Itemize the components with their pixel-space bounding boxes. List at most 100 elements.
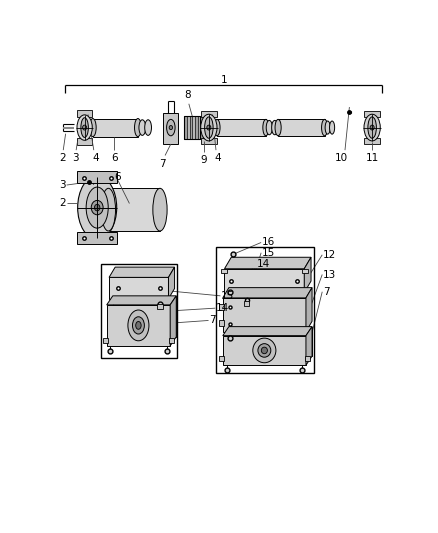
Polygon shape bbox=[304, 257, 311, 293]
Ellipse shape bbox=[368, 117, 376, 138]
Bar bbox=[223, 298, 306, 332]
Bar bbox=[198, 116, 200, 139]
Ellipse shape bbox=[214, 119, 220, 136]
Bar bbox=[184, 116, 200, 139]
Bar bbox=[224, 269, 304, 293]
Bar bbox=[77, 110, 92, 117]
Ellipse shape bbox=[207, 125, 211, 130]
Ellipse shape bbox=[205, 117, 213, 138]
Polygon shape bbox=[113, 296, 176, 337]
Bar bbox=[184, 116, 187, 139]
Bar bbox=[187, 116, 190, 139]
Bar bbox=[157, 304, 162, 309]
Bar bbox=[163, 113, 178, 144]
Bar bbox=[77, 138, 92, 145]
Bar bbox=[364, 138, 380, 144]
Ellipse shape bbox=[329, 121, 335, 134]
Text: 8: 8 bbox=[184, 91, 191, 101]
Text: 7: 7 bbox=[209, 316, 216, 326]
Bar bbox=[219, 303, 225, 310]
Ellipse shape bbox=[95, 204, 100, 211]
Text: 12: 12 bbox=[323, 250, 336, 260]
Text: 7: 7 bbox=[159, 159, 165, 169]
Text: 11: 11 bbox=[365, 154, 379, 164]
Bar bbox=[278, 119, 325, 136]
Bar bbox=[216, 247, 314, 373]
Text: 3: 3 bbox=[72, 154, 79, 164]
Bar bbox=[109, 277, 169, 298]
Text: 4: 4 bbox=[214, 154, 221, 164]
Ellipse shape bbox=[364, 114, 380, 141]
Ellipse shape bbox=[166, 119, 175, 136]
Ellipse shape bbox=[169, 126, 173, 130]
Text: 9: 9 bbox=[201, 156, 208, 165]
Bar bbox=[169, 338, 174, 343]
Bar bbox=[192, 116, 195, 139]
Text: 2: 2 bbox=[59, 198, 66, 208]
Ellipse shape bbox=[132, 317, 145, 334]
Text: 6: 6 bbox=[111, 154, 117, 164]
Bar bbox=[304, 356, 310, 361]
Polygon shape bbox=[224, 257, 311, 269]
Bar bbox=[108, 188, 160, 231]
Bar bbox=[200, 116, 203, 139]
Polygon shape bbox=[229, 327, 312, 356]
Text: 14: 14 bbox=[216, 303, 229, 313]
Ellipse shape bbox=[91, 200, 103, 215]
Ellipse shape bbox=[263, 119, 269, 136]
Bar bbox=[107, 305, 170, 346]
Bar bbox=[78, 232, 117, 244]
Text: 2: 2 bbox=[59, 154, 66, 164]
Bar bbox=[244, 301, 249, 306]
Bar bbox=[201, 111, 217, 117]
Ellipse shape bbox=[136, 321, 141, 329]
Ellipse shape bbox=[266, 120, 272, 135]
Ellipse shape bbox=[145, 120, 152, 135]
Ellipse shape bbox=[261, 347, 268, 354]
Bar bbox=[217, 119, 266, 136]
Ellipse shape bbox=[128, 310, 149, 341]
Ellipse shape bbox=[86, 187, 108, 228]
Text: 4: 4 bbox=[92, 154, 99, 164]
Ellipse shape bbox=[253, 338, 276, 363]
Text: 13: 13 bbox=[323, 270, 336, 279]
Bar bbox=[221, 269, 227, 273]
Bar bbox=[301, 269, 307, 273]
Bar bbox=[223, 336, 306, 365]
Bar bbox=[102, 338, 108, 343]
Text: 10: 10 bbox=[335, 154, 348, 164]
Ellipse shape bbox=[272, 120, 278, 135]
Polygon shape bbox=[170, 296, 176, 346]
Text: 15: 15 bbox=[221, 291, 234, 301]
Text: 14: 14 bbox=[257, 259, 270, 269]
Bar bbox=[201, 138, 217, 144]
Polygon shape bbox=[306, 327, 312, 365]
Bar bbox=[195, 116, 198, 139]
Bar bbox=[101, 264, 177, 358]
Text: 15: 15 bbox=[262, 248, 275, 258]
Ellipse shape bbox=[81, 118, 88, 138]
Polygon shape bbox=[107, 296, 176, 305]
Polygon shape bbox=[306, 288, 312, 332]
Ellipse shape bbox=[134, 118, 141, 136]
Ellipse shape bbox=[89, 118, 96, 136]
Text: 6: 6 bbox=[114, 172, 121, 182]
Ellipse shape bbox=[321, 119, 328, 136]
Text: 7: 7 bbox=[323, 287, 329, 297]
Text: 1: 1 bbox=[221, 75, 228, 85]
Polygon shape bbox=[223, 288, 312, 298]
Text: 3: 3 bbox=[59, 180, 66, 190]
Polygon shape bbox=[109, 267, 175, 277]
Bar bbox=[190, 116, 192, 139]
Ellipse shape bbox=[370, 125, 374, 130]
Ellipse shape bbox=[77, 115, 92, 140]
Ellipse shape bbox=[325, 121, 330, 134]
Bar bbox=[78, 172, 117, 183]
Text: 16: 16 bbox=[262, 238, 275, 247]
Ellipse shape bbox=[153, 188, 167, 231]
Ellipse shape bbox=[201, 114, 217, 141]
Polygon shape bbox=[169, 267, 175, 298]
Bar bbox=[219, 320, 225, 327]
Ellipse shape bbox=[139, 120, 146, 135]
Bar bbox=[364, 111, 380, 117]
